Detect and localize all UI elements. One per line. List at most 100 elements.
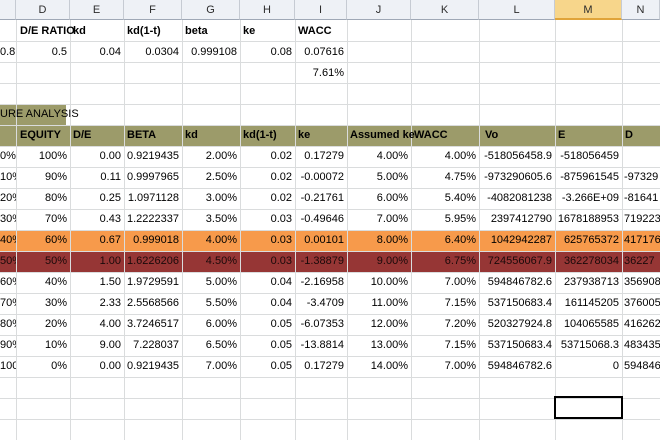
section-title[interactable]: URE ANALYSIS: [0, 108, 79, 120]
table-cell[interactable]: 0.04: [270, 297, 292, 309]
table-cell[interactable]: 9.00: [99, 339, 121, 351]
table-cell[interactable]: 0.9997965: [127, 171, 179, 183]
table-cell[interactable]: 9.00%: [376, 255, 408, 267]
cell-kd-header[interactable]: kd: [73, 25, 86, 37]
table-cell[interactable]: 537150683.4: [487, 297, 552, 309]
table-cell[interactable]: 2397412790: [490, 213, 552, 225]
column-header-m[interactable]: M: [555, 0, 622, 20]
table-cell[interactable]: -0.21761: [300, 192, 344, 204]
cell-ke-value[interactable]: 0.08: [270, 46, 292, 58]
table-cell[interactable]: 2.5568566: [127, 297, 179, 309]
table-cell[interactable]: 594846782.6: [487, 276, 552, 288]
table-cell[interactable]: [622, 146, 660, 166]
table-cell[interactable]: -0.49646: [300, 213, 344, 225]
table-cell[interactable]: 1.9729591: [127, 276, 179, 288]
table-cell[interactable]: 0.03: [270, 213, 292, 225]
th-wacc[interactable]: WACC: [414, 129, 448, 141]
table-cell[interactable]: 537150683.4: [487, 339, 552, 351]
table-cell[interactable]: 719223: [624, 213, 660, 225]
table-cell[interactable]: 6.50%: [205, 339, 237, 351]
table-cell[interactable]: 10%: [0, 171, 16, 183]
table-cell[interactable]: 1.50: [99, 276, 121, 288]
table-cell[interactable]: 161145205: [564, 297, 619, 309]
table-cell[interactable]: 0.9219435: [127, 360, 179, 372]
table-cell[interactable]: 14.00%: [370, 360, 408, 372]
table-cell[interactable]: 7.20%: [444, 318, 476, 330]
th-vo[interactable]: Vo: [485, 129, 499, 141]
table-cell[interactable]: 0.00101: [304, 234, 344, 246]
table-cell[interactable]: 4.75%: [444, 171, 476, 183]
column-header-g[interactable]: G: [182, 0, 240, 20]
table-cell[interactable]: 50%: [44, 255, 67, 267]
table-cell[interactable]: 0.17279: [304, 360, 344, 372]
table-cell[interactable]: 7.00%: [444, 276, 476, 288]
table-cell[interactable]: 6.40%: [444, 234, 476, 246]
table-cell[interactable]: 1.00: [99, 255, 121, 267]
table-cell[interactable]: 1.6226206: [127, 255, 179, 267]
table-cell[interactable]: 0.05: [270, 339, 292, 351]
table-cell[interactable]: 0.9219435: [127, 150, 179, 162]
table-cell[interactable]: 5.00%: [205, 276, 237, 288]
table-cell[interactable]: 7.00%: [205, 360, 237, 372]
table-cell[interactable]: 4.50%: [205, 255, 237, 267]
table-cell[interactable]: -518056458.9: [484, 150, 552, 162]
th-de[interactable]: D/E: [73, 129, 92, 141]
th-kd1t[interactable]: kd(1-t): [243, 129, 277, 141]
table-cell[interactable]: 5.50%: [205, 297, 237, 309]
table-cell[interactable]: 30%: [0, 213, 16, 225]
table-cell[interactable]: 80%: [0, 318, 16, 330]
column-header-l[interactable]: L: [479, 0, 555, 20]
table-cell[interactable]: -6.07353: [300, 318, 344, 330]
table-cell[interactable]: 7.15%: [444, 297, 476, 309]
table-cell[interactable]: 70%: [0, 297, 16, 309]
table-cell[interactable]: 4.00: [99, 318, 121, 330]
table-cell[interactable]: 376005: [624, 297, 660, 309]
column-header-f[interactable]: F: [124, 0, 182, 20]
column-header-n[interactable]: N: [622, 0, 660, 20]
th-assumed-ke[interactable]: Assumed ke: [350, 129, 415, 141]
table-cell[interactable]: 0.04: [270, 276, 292, 288]
table-cell[interactable]: 7.00%: [376, 213, 408, 225]
table-cell[interactable]: 0: [612, 360, 619, 372]
table-cell[interactable]: 4.00%: [205, 234, 237, 246]
cell-de-ratio-header[interactable]: D/E RATIO: [20, 25, 75, 37]
table-cell[interactable]: -81641: [624, 192, 659, 204]
table-cell[interactable]: 0.00: [99, 150, 121, 162]
table-cell[interactable]: 20%: [0, 192, 16, 204]
table-cell[interactable]: 3.00%: [205, 192, 237, 204]
table-cell[interactable]: 36227: [624, 255, 655, 267]
table-cell[interactable]: 417176: [624, 234, 660, 246]
table-cell[interactable]: 594846: [624, 360, 660, 372]
cell-kd1t-value[interactable]: 0.0304: [145, 46, 179, 58]
table-cell[interactable]: 237938713: [563, 276, 619, 288]
table-cell[interactable]: 0.43: [99, 213, 121, 225]
table-cell[interactable]: 0.11: [100, 171, 121, 183]
column-header-j[interactable]: J: [347, 0, 411, 20]
table-cell[interactable]: 7.228037: [133, 339, 179, 351]
table-cell[interactable]: 10.00%: [370, 276, 408, 288]
table-cell[interactable]: 356908: [624, 276, 660, 288]
th-beta[interactable]: BETA: [127, 129, 157, 141]
table-cell[interactable]: 80%: [44, 192, 67, 204]
table-cell[interactable]: 0.67: [99, 234, 121, 246]
table-cell[interactable]: 12.00%: [370, 318, 408, 330]
table-cell[interactable]: -518056459: [560, 150, 619, 162]
table-cell[interactable]: 1678188953: [557, 213, 619, 225]
column-header-e[interactable]: E: [70, 0, 124, 20]
th-equity[interactable]: EQUITY: [20, 129, 61, 141]
table-cell[interactable]: 4.00%: [444, 150, 476, 162]
th-ke[interactable]: ke: [298, 129, 311, 141]
table-cell[interactable]: 0.03: [270, 255, 292, 267]
table-cell[interactable]: 0.02: [270, 192, 292, 204]
table-cell[interactable]: 0.25: [99, 192, 121, 204]
table-cell[interactable]: 1.2222337: [127, 213, 179, 225]
table-cell[interactable]: 10%: [44, 339, 67, 351]
table-cell[interactable]: 6.75%: [444, 255, 476, 267]
table-cell[interactable]: 90%: [44, 171, 67, 183]
cell-beta-header[interactable]: beta: [185, 25, 208, 37]
table-cell[interactable]: 0.17279: [304, 150, 344, 162]
table-cell[interactable]: -1.38879: [300, 255, 344, 267]
table-cell[interactable]: 60%: [0, 276, 16, 288]
table-cell[interactable]: -97329: [624, 171, 659, 183]
column-header-d[interactable]: D: [16, 0, 70, 20]
